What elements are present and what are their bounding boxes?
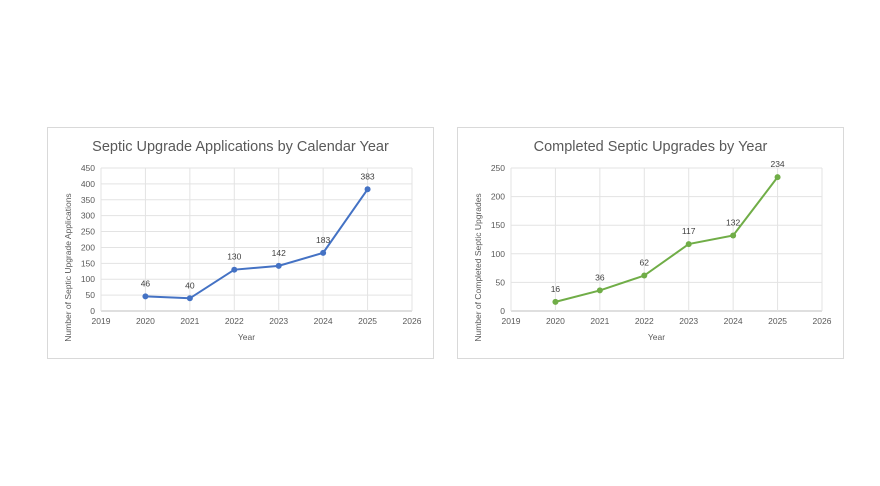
series-line [145,188,369,300]
data-label: 117 [682,226,696,236]
x-tick-label: 2023 [269,316,288,326]
x-tick-label: 2025 [768,316,787,326]
x-tick-label: 2019 [92,316,111,326]
data-point [186,295,193,302]
x-axis-label: Year [238,332,255,342]
data-point [596,287,603,294]
x-tick-label: 2022 [225,316,244,326]
chart-svg: Septic Upgrade Applications by Calendar … [63,139,422,342]
x-tick-label: 2023 [679,316,698,326]
data-label: 142 [272,248,286,258]
x-tick-label: 2021 [590,316,609,326]
data-point [641,272,648,279]
data-label: 40 [185,280,195,290]
y-tick-label: 400 [81,179,95,189]
x-tick-label: 2026 [813,316,832,326]
chart-title: Completed Septic Upgrades by Year [534,139,768,155]
data-point [364,186,371,193]
y-axis-label: Number of Septic Upgrade Applications [63,193,73,341]
data-point [552,298,559,305]
y-tick-label: 150 [81,258,95,268]
y-axis-label: Number of Completed Septic Upgrades [473,193,483,341]
chart-title: Septic Upgrade Applications by Calendar … [92,139,389,155]
y-tick-label: 250 [491,163,505,173]
data-label: 234 [770,159,784,169]
data-label: 36 [595,272,605,282]
y-tick-label: 50 [496,277,506,287]
data-point [685,241,692,248]
x-tick-label: 2020 [546,316,565,326]
y-tick-label: 450 [81,163,95,173]
x-tick-label: 2019 [502,316,521,326]
data-label: 46 [141,278,151,288]
x-tick-label: 2026 [403,316,422,326]
y-tick-label: 0 [90,306,95,316]
x-tick-label: 2022 [635,316,654,326]
data-label: 183 [316,235,330,245]
data-point [275,262,282,269]
data-point [320,249,327,256]
y-tick-label: 100 [491,249,505,259]
x-tick-label: 2024 [314,316,333,326]
data-label: 132 [726,217,740,227]
y-tick-label: 250 [81,227,95,237]
data-label: 383 [360,171,374,181]
x-axis-label: Year [648,332,665,342]
data-label: 62 [640,258,650,268]
data-label: 16 [551,284,561,294]
y-tick-label: 200 [81,242,95,252]
data-point [231,266,238,273]
data-point [730,232,737,239]
y-tick-label: 200 [491,192,505,202]
chart-svg: Completed Septic Upgrades by Year 0 50 100 1… [473,139,832,342]
series-line [555,176,779,303]
applications-chart: Septic Upgrade Applications by Calendar … [47,127,434,359]
y-tick-label: 100 [81,274,95,284]
x-tick-label: 2020 [136,316,155,326]
data-point [142,293,149,300]
data-label: 130 [227,252,241,262]
x-tick-label: 2021 [180,316,199,326]
y-tick-label: 50 [86,290,96,300]
data-point [774,174,781,181]
x-tick-label: 2024 [724,316,743,326]
x-tick-label: 2025 [358,316,377,326]
y-tick-label: 300 [81,211,95,221]
completed-upgrades-chart: Completed Septic Upgrades by Year 0 50 100 1… [457,127,844,359]
y-tick-label: 150 [491,220,505,230]
y-tick-label: 350 [81,195,95,205]
y-tick-label: 0 [500,306,505,316]
